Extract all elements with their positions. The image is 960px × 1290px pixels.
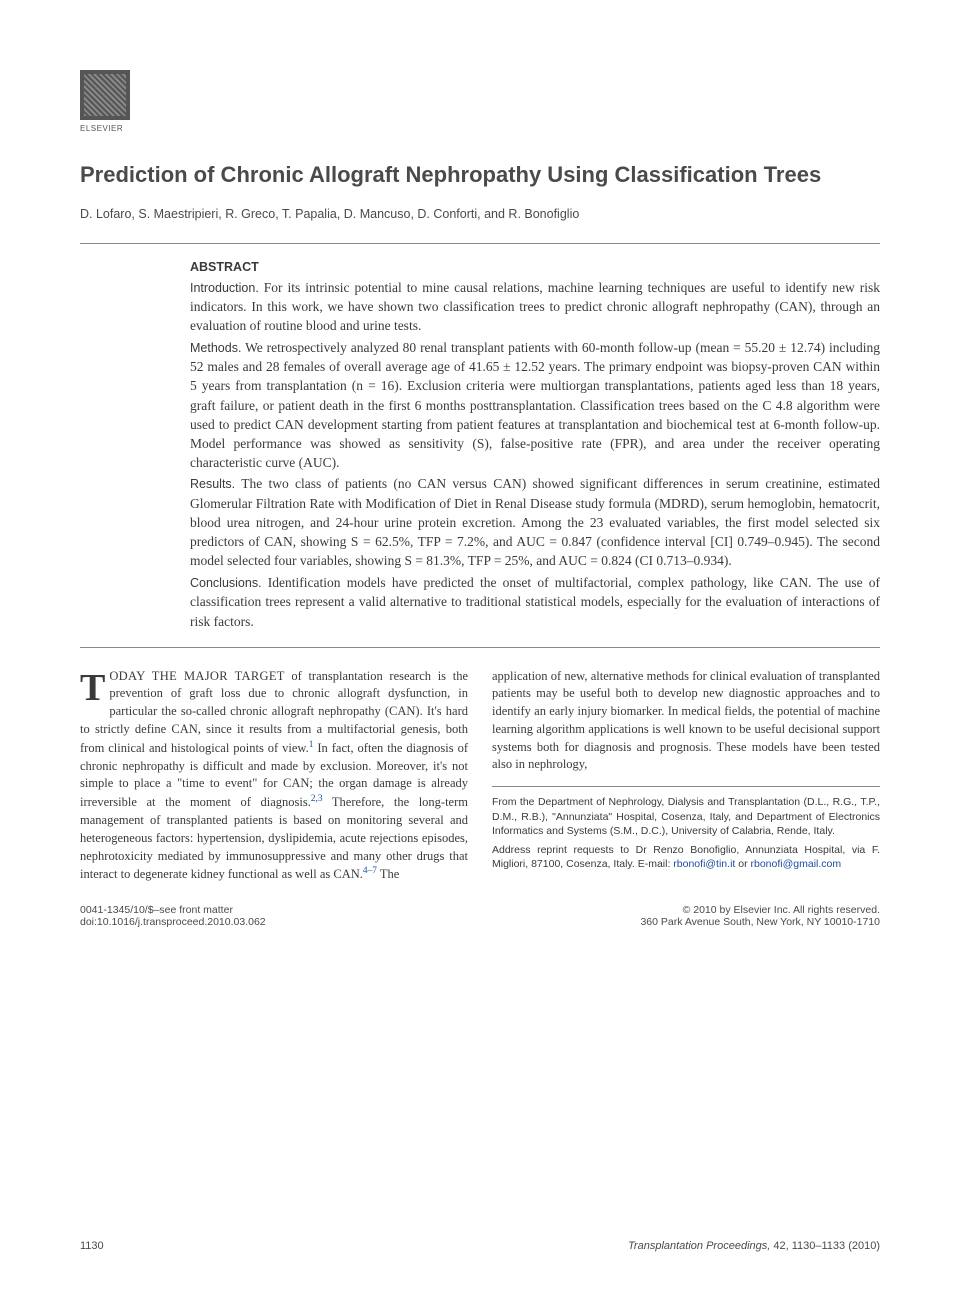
journal-name: Transplantation Proceedings, bbox=[628, 1240, 770, 1252]
abstract-rule-bottom bbox=[80, 647, 880, 648]
doi-line: doi:10.1016/j.transproceed.2010.03.062 bbox=[80, 916, 266, 928]
citation-text: 42, 1130–1133 (2010) bbox=[770, 1240, 880, 1252]
address-line: 360 Park Avenue South, New York, NY 1001… bbox=[640, 916, 880, 928]
column-right: application of new, alternative methods … bbox=[492, 668, 880, 884]
abstract-intro-label: Introduction. bbox=[190, 281, 259, 295]
body-paragraph-1: TODAY THE MAJOR TARGET of transplantatio… bbox=[80, 668, 468, 884]
publisher-name: ELSEVIER bbox=[80, 124, 880, 133]
copyright-line: © 2010 by Elsevier Inc. All rights reser… bbox=[640, 904, 880, 916]
article-title: Prediction of Chronic Allograft Nephropa… bbox=[80, 161, 880, 189]
abstract-conclusions-text: Identification models have predicted the… bbox=[190, 575, 880, 629]
lead-words: ODAY THE MAJOR TARGET bbox=[109, 669, 284, 683]
abstract-results-text: The two class of patients (no CAN versus… bbox=[190, 476, 880, 568]
footer-right: © 2010 by Elsevier Inc. All rights reser… bbox=[640, 904, 880, 928]
journal-citation: Transplantation Proceedings, 42, 1130–11… bbox=[628, 1240, 880, 1252]
body-text-1d: The bbox=[377, 867, 399, 881]
abstract-intro-text: For its intrinsic potential to mine caus… bbox=[190, 280, 880, 334]
body-columns: TODAY THE MAJOR TARGET of transplantatio… bbox=[80, 668, 880, 884]
citation-ref-4-7[interactable]: 4–7 bbox=[363, 866, 377, 876]
dropcap: T bbox=[80, 668, 109, 704]
abstract-block: ABSTRACT Introduction. For its intrinsic… bbox=[190, 244, 880, 647]
abstract-heading: ABSTRACT bbox=[190, 260, 880, 274]
abstract-results-label: Results. bbox=[190, 477, 235, 491]
footer-meta-row: 0041-1345/10/$–see front matter doi:10.1… bbox=[80, 904, 880, 928]
page-footer: 1130 Transplantation Proceedings, 42, 11… bbox=[80, 1240, 880, 1252]
abstract-conclusions-label: Conclusions. bbox=[190, 576, 262, 590]
email-link-2[interactable]: rbonofi@gmail.com bbox=[751, 858, 842, 870]
citation-ref-2-3[interactable]: 2,3 bbox=[311, 794, 323, 804]
abstract-conclusions: Conclusions. Identification models have … bbox=[190, 573, 880, 631]
email-link-1[interactable]: rbonofi@tin.it bbox=[673, 858, 735, 870]
affiliation-box: From the Department of Nephrology, Dialy… bbox=[492, 786, 880, 871]
affiliation-reprint: Address reprint requests to Dr Renzo Bon… bbox=[492, 843, 880, 872]
front-matter-line: 0041-1345/10/$–see front matter bbox=[80, 904, 266, 916]
affiliation-from: From the Department of Nephrology, Dialy… bbox=[492, 795, 880, 838]
abstract-methods: Methods. We retrospectively analyzed 80 … bbox=[190, 338, 880, 473]
abstract-introduction: Introduction. For its intrinsic potentia… bbox=[190, 278, 880, 336]
body-paragraph-2: application of new, alternative methods … bbox=[492, 668, 880, 775]
column-left: TODAY THE MAJOR TARGET of transplantatio… bbox=[80, 668, 468, 884]
email-or: or bbox=[735, 858, 750, 870]
author-list: D. Lofaro, S. Maestripieri, R. Greco, T.… bbox=[80, 207, 880, 221]
footer-left: 0041-1345/10/$–see front matter doi:10.1… bbox=[80, 904, 266, 928]
abstract-methods-label: Methods. bbox=[190, 341, 241, 355]
abstract-methods-text: We retrospectively analyzed 80 renal tra… bbox=[190, 340, 880, 471]
page-number: 1130 bbox=[80, 1240, 104, 1252]
publisher-logo bbox=[80, 70, 130, 120]
abstract-results: Results. The two class of patients (no C… bbox=[190, 474, 880, 570]
